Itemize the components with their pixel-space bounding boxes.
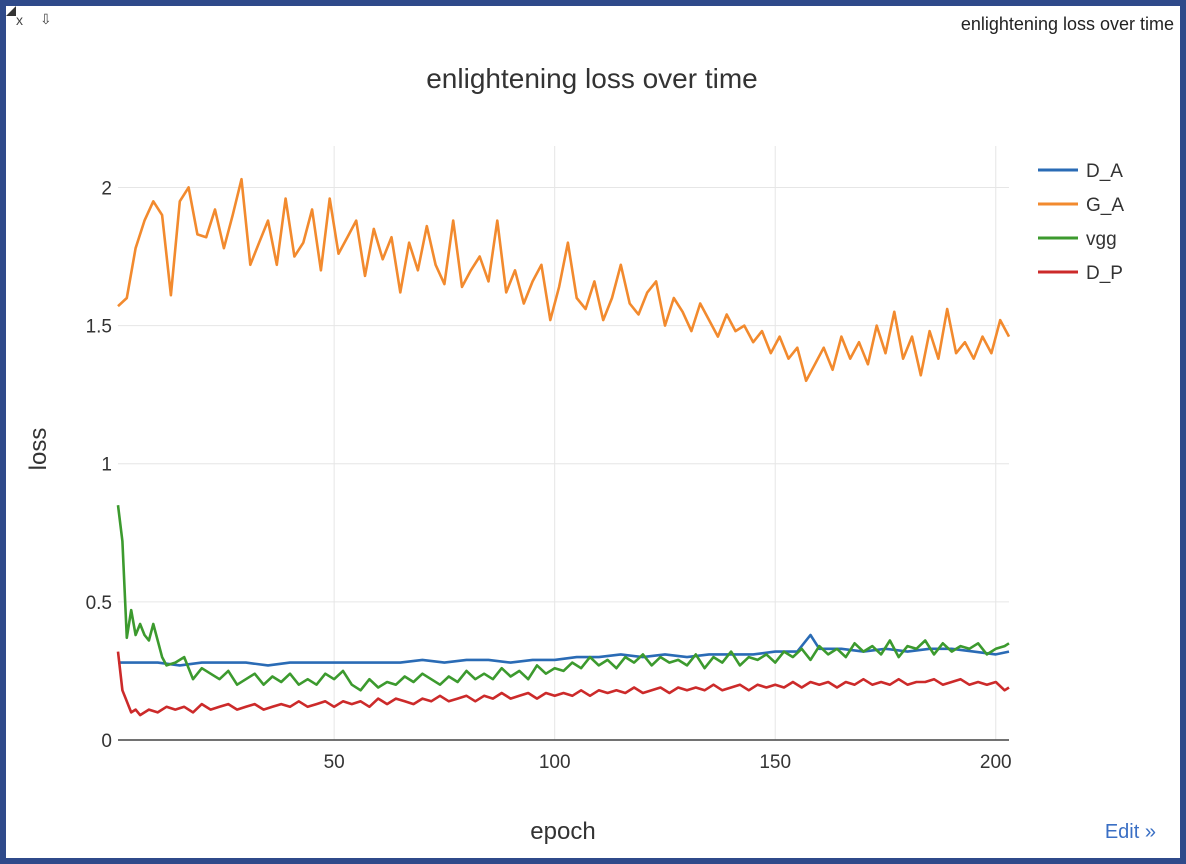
- edit-link[interactable]: Edit »: [1104, 821, 1156, 843]
- series-lines: [116, 177, 1011, 717]
- y-tick-label: 0.5: [86, 593, 112, 614]
- legend-item-vgg[interactable]: vgg: [1038, 229, 1117, 250]
- y-tick-label: 1.5: [86, 317, 112, 338]
- y-tick-label: 1: [101, 455, 112, 476]
- loss-chart: enlightening loss over time 0 0.5 1 1.5 2 50 1…: [25, 63, 1124, 845]
- legend-label: D_A: [1086, 161, 1123, 182]
- x-tick-label: 200: [980, 752, 1012, 773]
- legend-item-D_P[interactable]: D_P: [1038, 263, 1123, 284]
- window-title: enlightening loss over time: [960, 14, 1174, 34]
- close-button[interactable]: x: [16, 12, 23, 28]
- popout-icon[interactable]: ⇩: [40, 11, 52, 27]
- axes: 0 0.5 1 1.5 2 50 100 150 200: [86, 178, 1012, 773]
- series-line-G_A: [117, 177, 1011, 383]
- series-line-D_P: [116, 651, 1010, 717]
- chart-window: x ⇩ enlightening loss over time enlighte…: [6, 6, 1180, 858]
- y-tick-label: 2: [101, 178, 112, 199]
- legend-label: D_P: [1086, 263, 1123, 284]
- y-tick-label: 0: [101, 731, 112, 752]
- x-tick-label: 50: [324, 752, 345, 773]
- x-tick-label: 100: [539, 752, 571, 773]
- window-topbar: x ⇩ enlightening loss over time: [6, 6, 1180, 38]
- gridlines: [118, 146, 1009, 740]
- chart-title: enlightening loss over time: [426, 63, 758, 94]
- x-axis-label: epoch: [530, 818, 595, 845]
- legend-item-G_A[interactable]: G_A: [1038, 195, 1124, 216]
- series-line-vgg: [116, 505, 1010, 692]
- y-axis-label: loss: [25, 428, 52, 471]
- resize-handle-icon[interactable]: [6, 6, 16, 16]
- x-tick-label: 150: [759, 752, 791, 773]
- legend-item-D_A[interactable]: D_A: [1038, 161, 1123, 182]
- legend-label: vgg: [1086, 229, 1117, 250]
- legend-label: G_A: [1086, 195, 1124, 216]
